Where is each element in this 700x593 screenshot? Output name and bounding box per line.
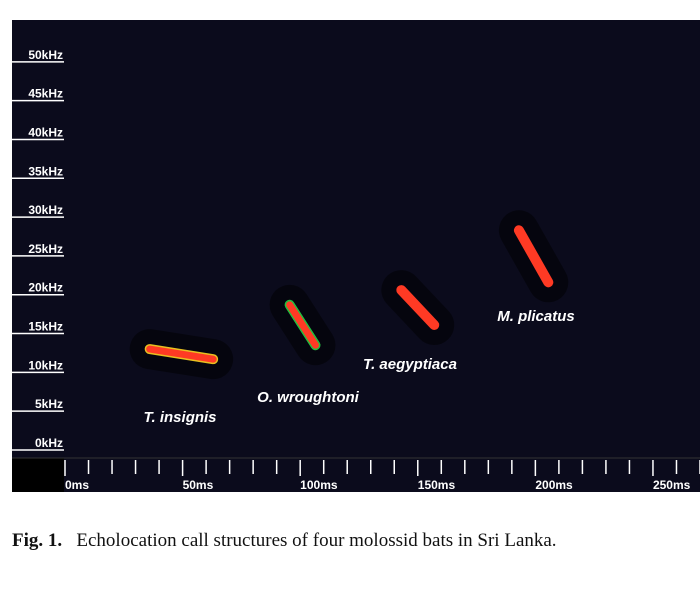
x-tick-label: 200ms: [535, 478, 573, 492]
y-tick-label: 45kHz: [28, 87, 63, 101]
call: [515, 226, 552, 286]
x-tick-label: 250ms: [653, 478, 691, 492]
call: [397, 286, 438, 329]
chart: 0kHz 5kHz 10kHz 15kHz 20kHz 25kHz 30kHz 35kHz 40…: [12, 20, 700, 492]
y-tick-label: 5kHz: [35, 397, 63, 411]
caption: Fig. 1. Echolocation call structures of …: [12, 527, 692, 554]
call: [146, 345, 217, 363]
y-tick-label: 30kHz: [28, 203, 63, 217]
plot-background: [12, 20, 700, 492]
y-tick-label: 20kHz: [28, 281, 63, 295]
caption-label: Fig. 1.: [12, 530, 63, 551]
x-tick-label: 100ms: [300, 478, 338, 492]
y-tick-label: 15kHz: [28, 320, 63, 334]
x-tick-label: 0ms: [65, 478, 89, 492]
call-label: M. plicatus: [497, 308, 575, 325]
call-label: T. aegyptiaca: [363, 356, 457, 373]
y-tick-label: 10kHz: [28, 358, 63, 372]
x-tick-label: 150ms: [418, 478, 456, 492]
call-label: O. wroughtoni: [257, 389, 359, 406]
y-tick-label: 50kHz: [28, 48, 63, 62]
corner: [12, 458, 64, 492]
x-tick-label: 50ms: [183, 478, 214, 492]
y-tick-label: 35kHz: [28, 164, 63, 178]
caption-text: Echolocation call structures of four mol…: [76, 530, 557, 551]
y-tick-label: 25kHz: [28, 242, 63, 256]
y-tick-label: 40kHz: [28, 125, 63, 139]
y-tick-label: 0kHz: [35, 436, 63, 450]
call: [286, 301, 319, 349]
call-label: T. insignis: [143, 409, 216, 426]
